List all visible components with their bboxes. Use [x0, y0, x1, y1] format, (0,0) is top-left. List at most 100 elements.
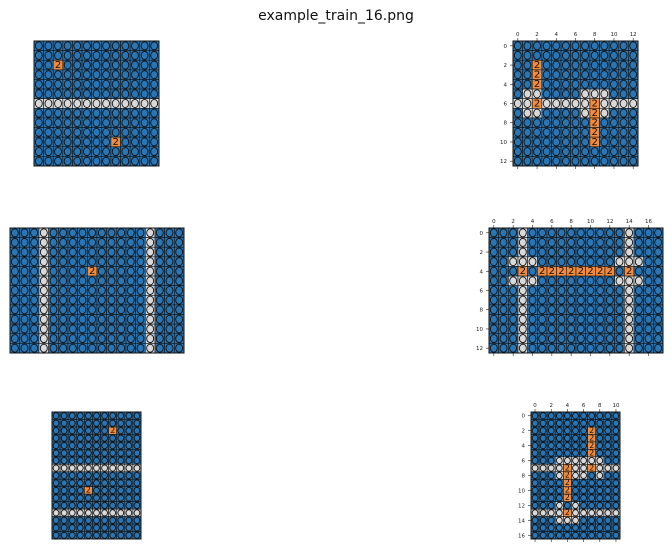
cell-ring — [76, 471, 84, 480]
cell-ring — [581, 70, 590, 80]
cell-ring — [615, 247, 624, 257]
cell-ring — [54, 89, 62, 99]
cell-ring — [93, 427, 100, 435]
train-2-input-grid: 2 — [9, 227, 185, 354]
cell-ring — [528, 247, 537, 257]
cell-ring — [140, 137, 149, 147]
cell-ring — [509, 276, 518, 286]
cell-ring — [518, 295, 527, 305]
y-tick-label: 16 — [518, 533, 525, 539]
cell-ring — [625, 276, 634, 286]
cell-ring — [634, 228, 643, 238]
marker-label: 2 — [534, 60, 540, 71]
cell-ring — [531, 509, 539, 517]
cell-ring — [588, 486, 596, 495]
cell-ring — [93, 464, 100, 472]
marker-label: 2 — [558, 266, 564, 277]
cell-ring — [175, 334, 184, 344]
cell-ring — [165, 343, 174, 353]
marker-label: 2 — [565, 463, 570, 472]
cell-ring — [580, 479, 587, 487]
marker-label: 2 — [589, 448, 594, 457]
cell-ring — [612, 486, 620, 495]
cell-ring — [625, 324, 634, 334]
cell-ring — [133, 442, 141, 450]
cell-ring — [654, 324, 663, 334]
cell-ring — [131, 41, 139, 51]
cell-ring — [612, 427, 620, 435]
cell-ring — [102, 50, 111, 60]
cell-ring — [10, 276, 19, 286]
cell-ring — [586, 257, 595, 267]
cell-ring — [567, 228, 576, 238]
cell-ring — [547, 449, 555, 457]
cell-ring — [552, 79, 561, 89]
marker-label: 2 — [587, 266, 593, 277]
cell-ring — [82, 60, 91, 70]
cell-ring — [101, 524, 108, 532]
cell-ring — [557, 276, 566, 286]
cell-ring — [101, 479, 108, 487]
cell-ring — [612, 479, 620, 487]
cell-ring — [54, 70, 62, 80]
cell-ring — [131, 137, 139, 147]
cell-ring — [49, 314, 58, 324]
cell-ring — [567, 286, 576, 295]
cell-ring — [117, 509, 125, 517]
cell-ring — [60, 434, 68, 442]
cell-ring — [547, 419, 555, 427]
cell-ring — [499, 305, 508, 315]
cell-ring — [155, 257, 164, 267]
cell-ring — [88, 314, 97, 324]
cell-ring — [539, 494, 547, 502]
cell-ring — [73, 50, 82, 60]
cell-ring — [140, 60, 149, 70]
cell-ring — [126, 305, 135, 315]
cell-ring — [580, 531, 587, 539]
cell-ring — [125, 412, 133, 420]
cell-ring — [580, 471, 587, 480]
x-tick-label: 12 — [630, 32, 637, 38]
train-1-input-grid: 22 — [33, 40, 160, 167]
cell-ring — [85, 524, 92, 532]
cell-ring — [499, 237, 508, 247]
cell-ring — [30, 343, 39, 353]
y-tick-label: 12 — [500, 159, 507, 165]
cell-ring — [571, 50, 580, 60]
cell-ring — [557, 247, 566, 257]
cell-ring — [131, 60, 139, 70]
cell-ring — [39, 295, 48, 305]
cell-ring — [121, 127, 130, 137]
cell-ring — [63, 156, 72, 166]
cell-ring — [175, 295, 184, 305]
cell-ring — [547, 427, 555, 435]
cell-ring — [175, 314, 184, 324]
cell-ring — [612, 471, 620, 480]
cell-ring — [557, 334, 566, 344]
cell-ring — [68, 237, 77, 247]
cell-ring — [30, 295, 39, 305]
cell-ring — [150, 41, 159, 51]
cell-ring — [30, 324, 39, 334]
cell-ring — [538, 228, 547, 238]
cell-ring — [76, 434, 84, 442]
cell-ring — [576, 343, 585, 353]
cell-ring — [68, 479, 76, 487]
cell-ring — [117, 412, 125, 420]
cell-ring — [596, 501, 604, 509]
cell-ring — [539, 434, 547, 442]
cell-ring — [63, 118, 72, 128]
cell-ring — [165, 295, 174, 305]
cell-ring — [539, 419, 547, 427]
cell-ring — [111, 89, 120, 99]
cell-ring — [610, 79, 618, 89]
cell-ring — [538, 305, 547, 315]
cell-ring — [644, 295, 653, 305]
cell-ring — [54, 50, 62, 60]
cell-ring — [131, 99, 139, 108]
cell-ring — [542, 127, 551, 137]
cell-ring — [619, 108, 628, 118]
cell-ring — [121, 137, 130, 147]
cell-ring — [82, 156, 91, 166]
